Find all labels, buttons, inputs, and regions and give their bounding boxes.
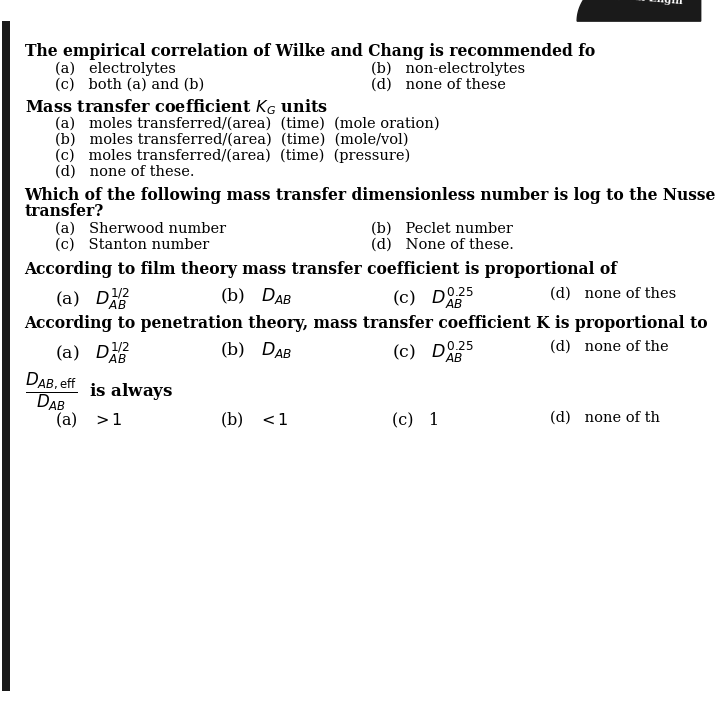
Text: (b)   $<1$: (b) $<1$ — [220, 411, 289, 430]
Text: (d)   none of the: (d) none of the — [550, 340, 669, 354]
Text: Mass transfer coefficient $K_G$ units: Mass transfer coefficient $K_G$ units — [24, 97, 327, 117]
Text: (c)   1: (c) 1 — [392, 411, 439, 428]
Text: According to film theory mass transfer coefficient is proportional of: According to film theory mass transfer c… — [24, 261, 618, 278]
Text: (c)   moles transferred/(area)  (time)  (pressure): (c) moles transferred/(area) (time) (pre… — [56, 148, 410, 163]
Text: (a)   Sherwood number: (a) Sherwood number — [56, 222, 227, 236]
Text: (a)   $D_{AB}^{1/2}$: (a) $D_{AB}^{1/2}$ — [56, 340, 130, 366]
Text: (d)   none of these.: (d) none of these. — [56, 164, 195, 178]
Text: According to penetration theory, mass transfer coefficient K is proportional to: According to penetration theory, mass tr… — [24, 314, 709, 331]
Text: Which of the following mass transfer dimensionless number is log to the Nusselt : Which of the following mass transfer dim… — [24, 188, 715, 204]
Text: (a)   $>1$: (a) $>1$ — [56, 411, 123, 430]
Text: (b)   non-electrolytes: (b) non-electrolytes — [371, 61, 526, 75]
Text: (b)   moles transferred/(area)  (time)  (mole/vol): (b) moles transferred/(area) (time) (mol… — [56, 133, 409, 147]
Text: (d)   none of these: (d) none of these — [371, 78, 506, 92]
Text: (c)   both (a) and (b): (c) both (a) and (b) — [56, 78, 204, 92]
Text: $\dfrac{D_{AB,\mathrm{eff}}}{D_{AB}}$  is always: $\dfrac{D_{AB,\mathrm{eff}}}{D_{AB}}$ is… — [24, 371, 173, 413]
Text: (d)   None of these.: (d) None of these. — [371, 238, 514, 252]
Text: (c)   $D_{AB}^{0.25}$: (c) $D_{AB}^{0.25}$ — [392, 286, 473, 312]
Polygon shape — [577, 0, 701, 21]
Text: (c)   $D_{AB}^{0.25}$: (c) $D_{AB}^{0.25}$ — [392, 340, 473, 365]
Text: Operations in Chemical Engin: Operations in Chemical Engin — [508, 0, 683, 6]
Text: transfer?: transfer? — [24, 203, 104, 221]
Text: (c)   Stanton number: (c) Stanton number — [56, 238, 209, 252]
Text: (a)   electrolytes: (a) electrolytes — [56, 61, 177, 75]
Text: (b)   Peclet number: (b) Peclet number — [371, 222, 513, 236]
Bar — [2, 21, 10, 691]
Text: (b)   $D_{AB}$: (b) $D_{AB}$ — [220, 340, 292, 360]
Text: (b)   $D_{AB}$: (b) $D_{AB}$ — [220, 286, 292, 307]
Text: (a)   $D_{AB}^{1/2}$: (a) $D_{AB}^{1/2}$ — [56, 286, 130, 312]
Text: (a)   moles transferred/(area)  (time)  (mole oration): (a) moles transferred/(area) (time) (mol… — [56, 116, 440, 130]
Text: The empirical correlation of Wilke and Chang is recommended fo: The empirical correlation of Wilke and C… — [24, 42, 595, 60]
Text: (d)   none of thes: (d) none of thes — [550, 286, 676, 300]
Text: (d)   none of th: (d) none of th — [550, 411, 660, 425]
